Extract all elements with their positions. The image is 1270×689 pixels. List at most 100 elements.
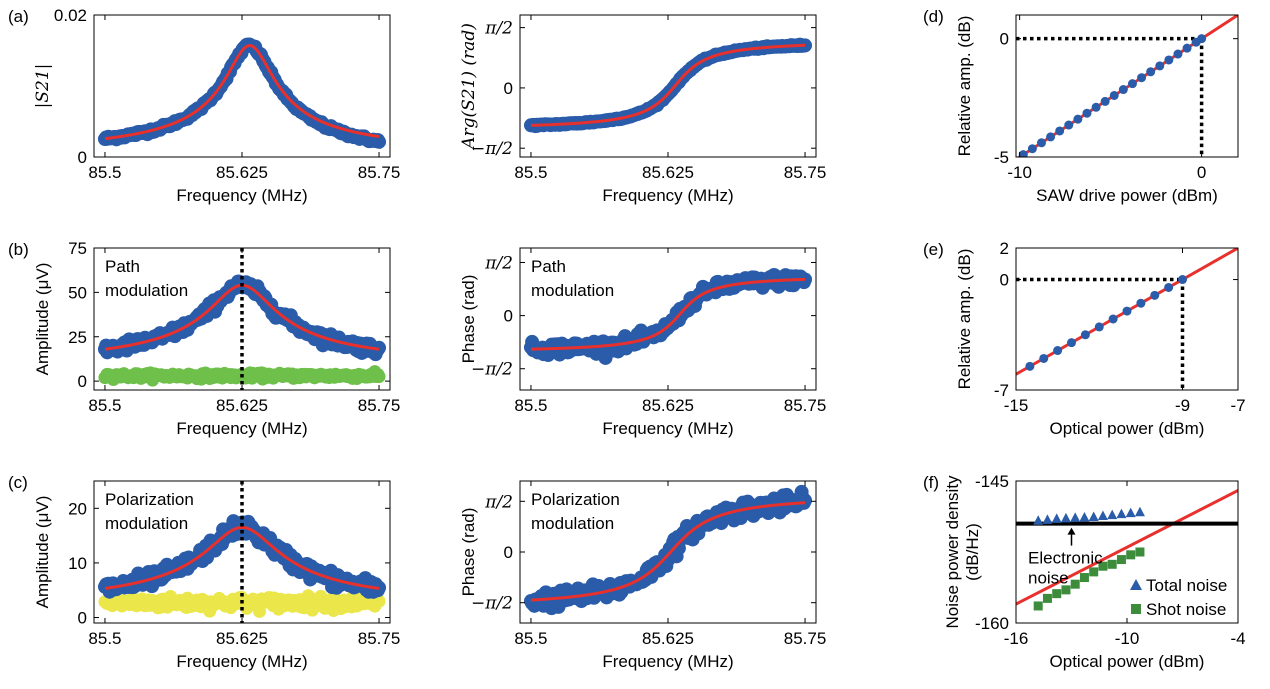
y-tick-label: 50: [68, 283, 87, 302]
data-point: [1173, 49, 1183, 59]
y-tick-label: -5: [994, 148, 1009, 167]
data-point: [1060, 512, 1071, 523]
panel-label: (c): [8, 473, 28, 492]
annotation-text: modulation: [531, 514, 614, 533]
data-point: [1107, 559, 1117, 569]
data-point: [1051, 513, 1062, 523]
y-tick-label: 0.02: [54, 6, 87, 25]
x-tick-label: 85.75: [784, 163, 827, 182]
data-point: [1097, 510, 1108, 521]
y-tick-label: 75: [68, 239, 87, 258]
x-tick-label: 85.5: [514, 396, 547, 415]
panel-label: (f): [923, 473, 939, 492]
fit-curve: [530, 43, 806, 127]
data-point: [1061, 585, 1071, 595]
data-point: [1182, 43, 1192, 53]
legend-marker: [1131, 604, 1141, 614]
x-tick-label: 85.625: [216, 396, 268, 415]
data-point: [1067, 338, 1076, 348]
x-tick-label: -16: [1004, 629, 1029, 648]
panel-b_right: 85.5 85.625 85.75 −π/2 0 π/2 Frequency (MHz) Ph…: [459, 247, 826, 438]
x-tick-label: 85.625: [642, 163, 694, 182]
data-point: [1094, 322, 1104, 332]
y-axis-label: Amplitude (μV): [33, 496, 52, 609]
panel-b_left: 85.5 85.625 85.75 0 25 50 75 Frequency (MHz) Amp…: [8, 239, 400, 438]
x-tick-label: 85.5: [88, 629, 121, 648]
annotation-text: Path: [531, 257, 566, 276]
data-point: [1164, 282, 1174, 292]
x-tick-label: 85.625: [642, 629, 694, 648]
x-tick-label: 85.5: [514, 629, 547, 648]
fit-curve: [104, 44, 380, 141]
x-tick-label: -10: [1115, 629, 1140, 648]
data-point: [798, 493, 813, 508]
x-tick-label: -4: [1230, 629, 1245, 648]
data-point: [1082, 108, 1092, 118]
data-point: [1080, 330, 1090, 340]
y-tick-label: 0: [504, 79, 513, 98]
data-point: [1079, 511, 1090, 522]
x-tick-label: 85.625: [216, 629, 268, 648]
data-point: [1197, 34, 1207, 44]
fit-curve: [530, 501, 806, 602]
panel-c_left: 85.5 85.625 85.75 0 10 20 Frequency (MHz) Ampli…: [8, 473, 400, 671]
plot-area: [97, 248, 387, 390]
y-tick-label: −π/2: [471, 139, 513, 159]
data-point: [1155, 61, 1165, 71]
y-tick-label: 0: [78, 148, 87, 167]
y-tick-label: 0: [78, 372, 87, 391]
x-axis-label: Optical power (dBm): [1050, 652, 1205, 671]
data-point: [1107, 509, 1118, 520]
data-point: [372, 134, 387, 149]
y-tick-label: 10: [68, 554, 87, 573]
total-noise-series: [1033, 506, 1145, 525]
x-tick-label: 85.625: [642, 396, 694, 415]
y-tick-label: 0: [1000, 271, 1009, 290]
x-axis-label: SAW drive power (dBm): [1036, 186, 1218, 205]
data-point: [1070, 512, 1081, 522]
y-tick-label: -160: [975, 614, 1009, 633]
x-axis-label: Optical power (dBm): [1050, 419, 1205, 438]
background-scatter: [98, 589, 386, 618]
data-point: [1116, 555, 1126, 565]
y-tick-label: π/2: [484, 492, 513, 512]
data-point: [1100, 96, 1110, 106]
data-point: [1127, 79, 1137, 89]
x-axis-label: Frequency (MHz): [176, 419, 307, 438]
y-tick-label: -7: [994, 381, 1009, 400]
x-axis-label: Frequency (MHz): [176, 652, 307, 671]
plot-area: [1016, 248, 1238, 390]
y-axis-label: Phase (rad): [459, 275, 478, 364]
y-axis-label: Noise power density: [943, 475, 962, 629]
data-point: [1033, 515, 1044, 525]
data-point: [1118, 85, 1128, 95]
data-point: [1137, 73, 1147, 83]
data-point: [1070, 579, 1080, 589]
y-tick-label: π/2: [484, 19, 513, 39]
data-point: [1046, 132, 1056, 142]
data-point: [1135, 547, 1145, 557]
y-axis-label: Phase (rad): [459, 508, 478, 597]
x-tick-label: 85.5: [514, 163, 547, 182]
data-point: [1178, 275, 1187, 285]
data-point: [1042, 514, 1053, 524]
shot-noise-series: [1033, 547, 1145, 611]
x-tick-label: 85.5: [88, 163, 121, 182]
y-tick-label: 25: [68, 328, 87, 347]
fit-curve: [530, 277, 806, 351]
data-point: [1079, 573, 1089, 583]
data-point: [1126, 550, 1136, 560]
data-point: [1164, 55, 1174, 65]
data-point: [1098, 561, 1108, 571]
data-point: [1025, 361, 1035, 371]
data-point: [1036, 138, 1046, 148]
data-point: [1042, 593, 1052, 603]
y-tick-label: 2: [1000, 239, 1009, 258]
data-scatter: [523, 37, 813, 134]
annotation-text: modulation: [105, 281, 188, 300]
y-tick-label: −π/2: [471, 594, 513, 614]
y-axis-label: Relative amp. (dB): [955, 249, 974, 390]
annotation-text: Polarization: [531, 490, 620, 509]
data-point: [1052, 589, 1062, 599]
points-series: [1018, 34, 1207, 157]
